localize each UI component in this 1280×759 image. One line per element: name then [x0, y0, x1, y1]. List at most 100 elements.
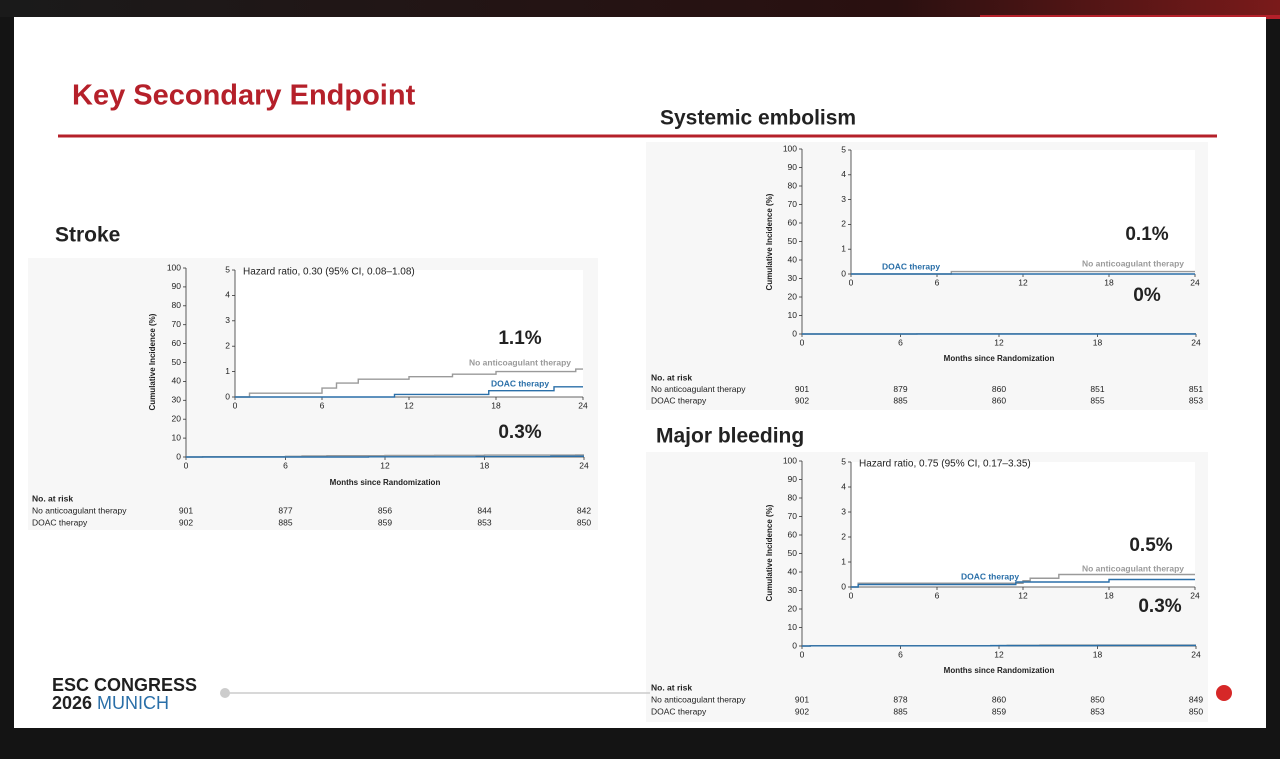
risk-row-name: DOAC therapy: [651, 395, 707, 405]
main-y-tick-label: 100: [167, 262, 181, 272]
main-x-tick-label: 6: [283, 460, 288, 470]
main-y-tick-label: 100: [783, 455, 797, 465]
main-x-tick-label: 18: [1093, 337, 1103, 347]
inset-y-tick-label: 1: [841, 243, 846, 253]
risk-count: 853: [1189, 395, 1203, 405]
risk-count: 844: [477, 505, 491, 515]
inset-y-tick-label: 0: [841, 581, 846, 591]
risk-count: 879: [893, 384, 907, 394]
main-x-tick-label: 6: [898, 649, 903, 659]
inset-x-tick-label: 12: [1018, 277, 1028, 287]
inset-y-tick-label: 2: [841, 219, 846, 229]
inset-y-tick-label: 4: [841, 481, 846, 491]
risk-count: 850: [1090, 694, 1104, 704]
main-y-tick-label: 20: [172, 413, 182, 423]
risk-count: 885: [278, 517, 292, 527]
risk-count: 851: [1090, 384, 1104, 394]
risk-count: 842: [577, 505, 591, 515]
main-x-tick-label: 18: [480, 460, 490, 470]
main-y-tick-label: 10: [788, 310, 798, 320]
y-axis-label: Cumulative Incidence (%): [765, 193, 774, 290]
risk-count: 902: [179, 517, 193, 527]
risk-count: 901: [795, 384, 809, 394]
main-y-tick-label: 90: [788, 162, 798, 172]
main-y-tick-label: 0: [792, 640, 797, 650]
risk-row-name: DOAC therapy: [651, 706, 707, 716]
hazard-ratio: Hazard ratio, 0.75 (95% CI, 0.17–3.35): [859, 459, 1031, 470]
hazard-ratio: Hazard ratio, 0.30 (95% CI, 0.08–1.08): [243, 267, 415, 278]
main-curve: [802, 644, 1196, 647]
risk-row-name: No anticoagulant therapy: [651, 384, 746, 394]
inset-y-tick-label: 4: [841, 169, 846, 179]
main-x-tick-label: 0: [800, 649, 805, 659]
inset-x-tick-label: 18: [1104, 590, 1114, 600]
risk-header: No. at risk: [651, 682, 692, 692]
inset-x-tick-label: 0: [233, 400, 238, 410]
slide-title: Key Secondary Endpoint: [72, 80, 416, 112]
main-x-tick-label: 24: [1191, 649, 1201, 659]
main-y-tick-label: 50: [172, 357, 182, 367]
main-y-tick-label: 60: [172, 338, 182, 348]
inset-y-tick-label: 5: [841, 144, 846, 154]
inset-curve: [235, 368, 583, 398]
risk-count: 885: [893, 395, 907, 405]
end-label: 0.1%: [1125, 224, 1168, 245]
risk-count: 860: [992, 384, 1006, 394]
risk-count: 855: [1090, 395, 1104, 405]
main-x-tick-label: 24: [579, 460, 589, 470]
inset-bg: [851, 150, 1195, 274]
risk-count: 856: [378, 505, 392, 515]
risk-count: 850: [1189, 706, 1203, 716]
main-y-tick-label: 30: [788, 273, 798, 283]
main-y-tick-label: 100: [783, 143, 797, 153]
main-x-tick-label: 18: [1093, 649, 1103, 659]
record-dot: [1216, 685, 1232, 701]
main-y-tick-label: 0: [792, 328, 797, 338]
inset-y-tick-label: 2: [225, 340, 230, 350]
progress-dot: [220, 688, 230, 698]
series-label: DOAC therapy: [491, 378, 549, 388]
inset-bg: [851, 462, 1195, 587]
main-y-tick-label: 90: [172, 281, 182, 291]
series-label: No anticoagulant therapy: [1082, 258, 1184, 268]
inset-y-tick-label: 1: [225, 366, 230, 376]
inset-y-tick-label: 5: [841, 456, 846, 466]
end-label: 0.5%: [1129, 535, 1172, 556]
main-y-tick-label: 20: [788, 603, 798, 613]
inset-x-tick-label: 18: [1104, 277, 1114, 287]
inset-y-tick-label: 1: [841, 556, 846, 566]
inset-y-tick-label: 3: [225, 315, 230, 325]
main-x-tick-label: 12: [380, 460, 390, 470]
main-x-tick-label: 0: [800, 337, 805, 347]
y-axis-label: Cumulative Incidence (%): [148, 313, 157, 410]
main-y-tick-label: 30: [172, 395, 182, 405]
risk-count: 901: [795, 694, 809, 704]
chart-title: Stroke: [55, 224, 120, 247]
x-axis-label: Months since Randomization: [944, 354, 1055, 363]
main-y-tick-label: 70: [788, 199, 798, 209]
chart-title: Major bleeding: [656, 425, 804, 448]
risk-count: 902: [795, 706, 809, 716]
inset-x-tick-label: 18: [491, 400, 501, 410]
main-y-tick-label: 50: [788, 236, 798, 246]
inset-y-tick-label: 0: [841, 268, 846, 278]
main-y-tick-label: 30: [788, 585, 798, 595]
risk-count: 878: [893, 694, 907, 704]
risk-count: 901: [179, 505, 193, 515]
risk-count: 902: [795, 395, 809, 405]
risk-count: 850: [577, 517, 591, 527]
series-label: No anticoagulant therapy: [469, 357, 571, 367]
inset-x-tick-label: 6: [320, 400, 325, 410]
logo-line2: 2026 MUNICH: [52, 693, 169, 713]
main-y-tick-label: 80: [172, 300, 182, 310]
risk-header: No. at risk: [32, 493, 73, 503]
risk-count: 849: [1189, 694, 1203, 704]
main-x-tick-label: 6: [898, 337, 903, 347]
end-label: 0.3%: [1138, 596, 1181, 617]
main-x-tick-label: 0: [184, 460, 189, 470]
risk-row-name: No anticoagulant therapy: [32, 505, 127, 515]
main-y-tick-label: 80: [788, 180, 798, 190]
